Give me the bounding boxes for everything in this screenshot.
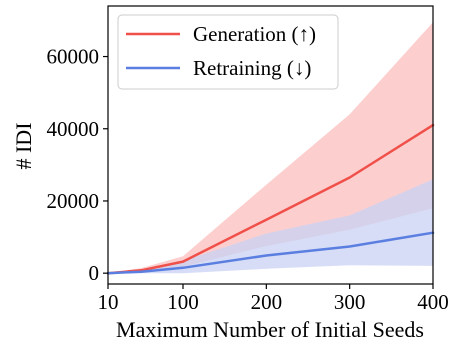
x-tick-label: 100 [167, 290, 199, 314]
y-axis-label: # IDI [11, 122, 36, 169]
series-lines [106, 123, 435, 275]
x-tick-label: 200 [251, 290, 283, 314]
x-axis-label: Maximum Number of Initial Seeds [116, 317, 424, 342]
tick-labels: 10 100 200 300 400 0 20000 40000 60000 [47, 45, 449, 314]
line-series-1 [106, 231, 435, 275]
legend: Generation (↑) Retraining (↓) [117, 14, 339, 90]
y-tick-label: 20000 [47, 189, 100, 213]
x-tick-label: 10 [98, 290, 119, 314]
legend-label: Retraining (↓) [193, 56, 311, 80]
y-tick-label: 0 [89, 261, 100, 285]
axes [103, 5, 434, 289]
y-tick-label: 40000 [47, 117, 100, 141]
band-series-1 [108, 179, 433, 274]
band-series-0 [108, 22, 433, 274]
y-tick-label: 60000 [47, 45, 100, 69]
x-tick-label: 300 [334, 290, 366, 314]
confidence-bands [108, 22, 433, 274]
legend-label: Generation (↑) [193, 22, 316, 46]
x-tick-label: 400 [417, 290, 449, 314]
plot-frame [107, 5, 434, 285]
